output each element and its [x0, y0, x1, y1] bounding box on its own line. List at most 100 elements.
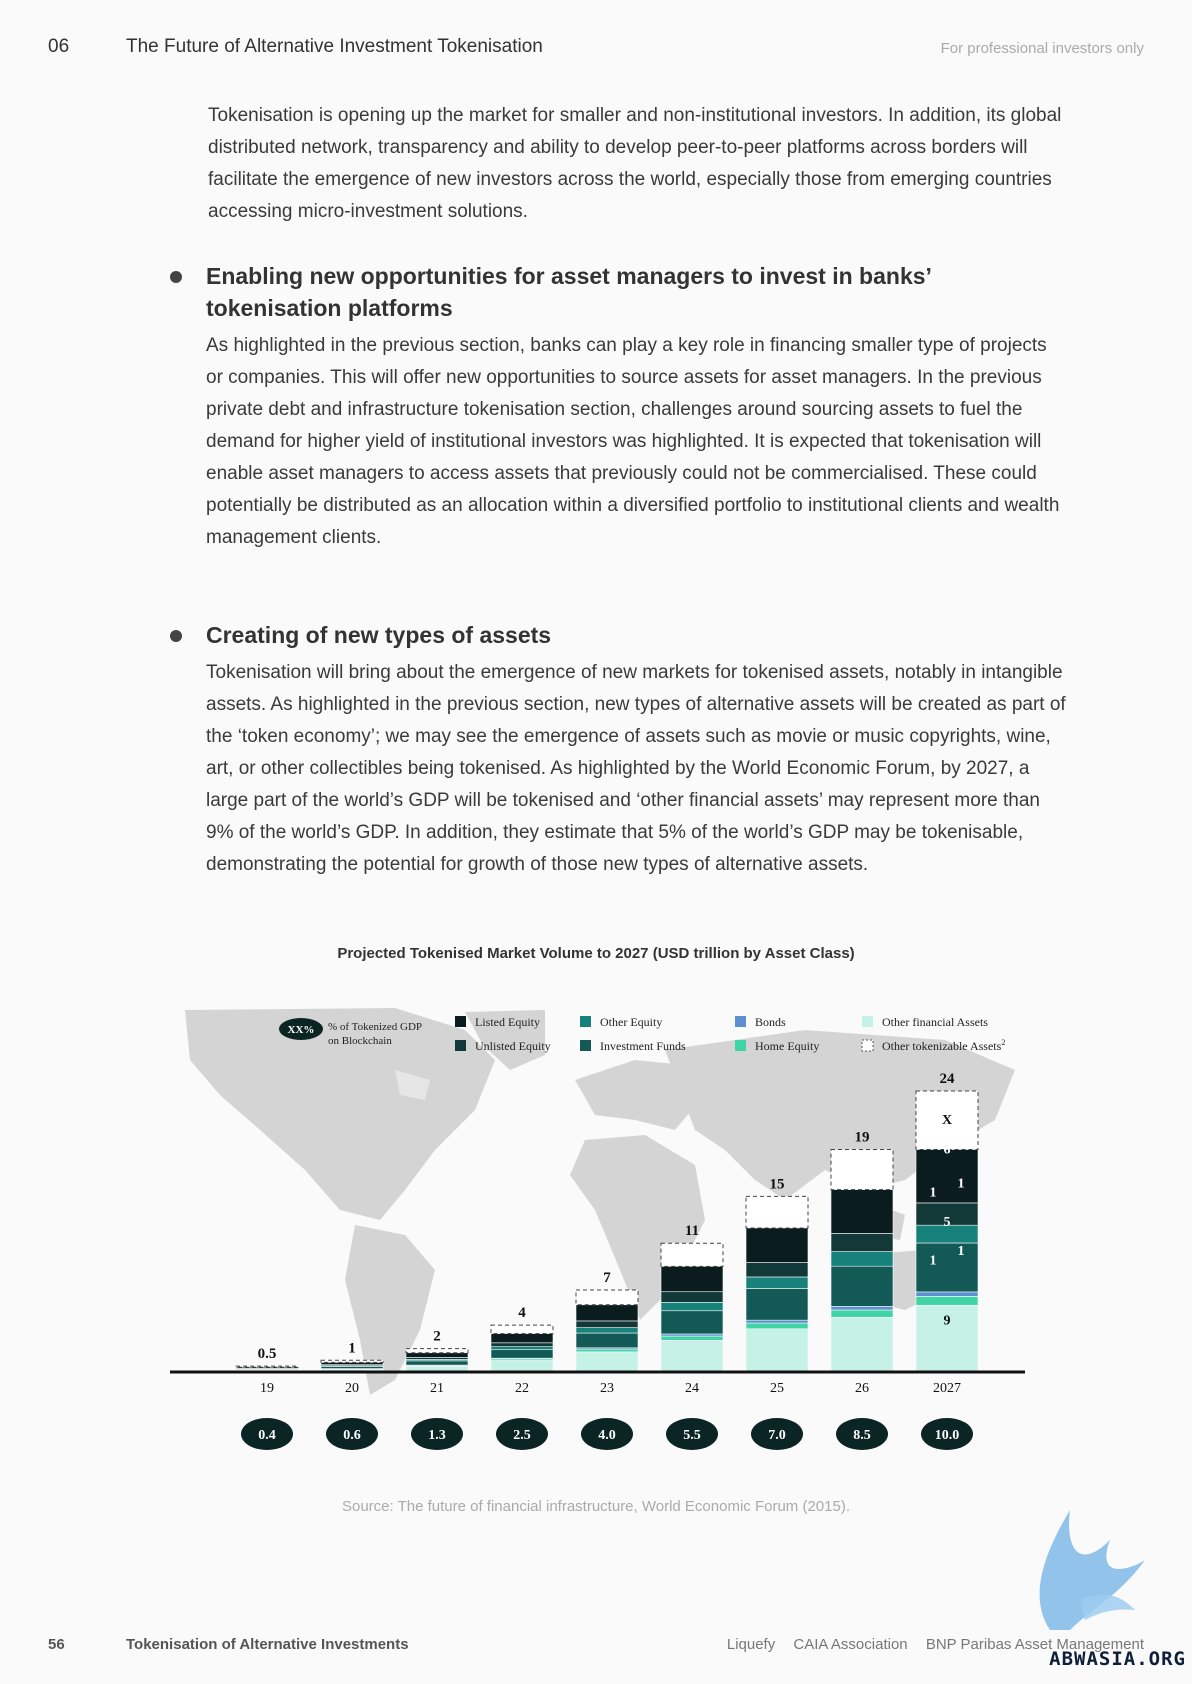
bar-segment [830, 1233, 894, 1252]
bar-segment [745, 1276, 809, 1289]
gdp-badge-value: 8.5 [853, 1428, 871, 1443]
watermark-bird-icon [1039, 1510, 1145, 1630]
legend-item: Other tokenizable Assets2 [861, 1038, 1005, 1053]
gdp-percent-badge: 10.0 [921, 1418, 973, 1450]
bullet-dot [170, 271, 182, 283]
x-tick-label: 2027 [933, 1381, 961, 1396]
bar-total-label: 2 [433, 1329, 441, 1345]
legend-label: Home Equity [755, 1039, 819, 1053]
badge-text: XX% [288, 1024, 315, 1036]
bar-segment [575, 1351, 639, 1373]
gdp-percent-badge: 0.6 [326, 1418, 378, 1450]
legend-swatch [580, 1040, 591, 1051]
gdp-badge-value: 10.0 [935, 1428, 960, 1443]
legend-item: Bonds [735, 1015, 786, 1029]
bar-segment [490, 1342, 554, 1347]
bar-segment [575, 1327, 639, 1334]
bar-26: 19 [830, 1130, 894, 1373]
gdp-badge-shape [921, 1418, 973, 1450]
bar-segment [745, 1322, 809, 1330]
gdp-percent-badge: 7.0 [751, 1418, 803, 1450]
bar-segment-tokenizable [745, 1195, 809, 1229]
bar-segment [830, 1309, 894, 1318]
legend-superscript: 2 [1001, 1038, 1005, 1047]
bar-segment [660, 1335, 724, 1341]
legend-item: Listed Equity [455, 1015, 540, 1029]
bar-total-label: 1 [348, 1340, 356, 1356]
bar-segment [660, 1291, 724, 1303]
watermark-text: ABWASIA.ORG [1049, 1648, 1186, 1670]
legend-swatch [455, 1016, 466, 1027]
gdp-badge-value: 0.6 [343, 1428, 361, 1443]
bar-22: 4 [490, 1305, 554, 1373]
bar-total-label: 4 [518, 1305, 526, 1321]
bar-segment-tokenizable [575, 1289, 639, 1306]
section-heading-1: Enabling new opportunities for asset man… [206, 263, 931, 321]
bar-segment-tokenizable [915, 1090, 979, 1151]
footer-partners: Liquefy CAIA Association BNP Paribas Ass… [713, 1636, 1144, 1653]
bar-total-label: 15 [770, 1176, 785, 1192]
badge-description-line1: % of Tokenized GDP [328, 1021, 422, 1033]
x-tick-label: 26 [855, 1381, 869, 1396]
gdp-badge-shape [581, 1418, 633, 1450]
bar-segment [915, 1149, 979, 1204]
section-body-1: As highlighted in the previous section, … [206, 335, 1060, 548]
x-tick-label: 23 [600, 1381, 614, 1396]
bar-segment [575, 1304, 639, 1322]
bar-segment [575, 1332, 639, 1349]
legend-item: Other financial Assets [862, 1015, 988, 1029]
page-number: 56 [48, 1636, 65, 1653]
legend-swatch [580, 1016, 591, 1027]
bullet-dot [170, 630, 182, 642]
bar-segment [830, 1316, 894, 1373]
bar-segment [575, 1348, 639, 1353]
legend-label: Unlisted Equity [475, 1039, 551, 1053]
legend-swatch [735, 1016, 746, 1027]
legend-label: Other Equity [600, 1015, 662, 1029]
partner-liquefy: Liquefy [726, 1636, 776, 1653]
x-tick-label: 19 [260, 1381, 274, 1396]
bar-24: 11 [660, 1223, 724, 1373]
gdp-badge-value: 1.3 [428, 1428, 446, 1443]
bar-total-label: 11 [685, 1223, 699, 1239]
chapter-number: 06 [48, 36, 70, 57]
badge-description-line2: on Blockchain [328, 1035, 392, 1047]
final-bar-segment-label: X [942, 1113, 952, 1128]
bar-segment [490, 1346, 554, 1351]
gdp-percent-badge: 0.4 [241, 1418, 293, 1450]
bar-segment [745, 1319, 809, 1324]
legend-item: Investment Funds [580, 1039, 686, 1053]
chart-source: Source: The future of financial infrastr… [341, 1498, 850, 1515]
bar-25: 15 [745, 1176, 809, 1373]
legend-swatch [861, 1039, 874, 1052]
bar-segment-tokenizable [405, 1348, 469, 1354]
bar-segment [915, 1291, 979, 1297]
gdp-badge-value: 4.0 [598, 1428, 616, 1443]
partner-caia: CAIA Association [793, 1636, 908, 1653]
bar-segment [915, 1296, 979, 1306]
bar-21: 2 [405, 1329, 469, 1373]
bar-segment-tokenizable [490, 1324, 554, 1335]
bar-segment-tokenizable [660, 1242, 724, 1267]
final-bar-segment-label: 1 [958, 1176, 965, 1191]
legend-badge: XX% % of Tokenized GDP on Blockchain [279, 1018, 422, 1047]
legend-swatch [455, 1040, 466, 1051]
gdp-percent-badge: 1.3 [411, 1418, 463, 1450]
chapter-title: The Future of Alternative Investment Tok… [126, 36, 543, 57]
legend-label: Bonds [755, 1015, 786, 1029]
bar-segment [660, 1310, 724, 1335]
footer-title: Tokenisation of Alternative Investments [126, 1636, 409, 1653]
x-tick-label: 25 [770, 1381, 784, 1396]
bar-2027: 24 [915, 1071, 979, 1373]
legend-item: Other Equity [580, 1015, 662, 1029]
bar-segment [745, 1227, 809, 1263]
gdp-percent-badge: 5.5 [666, 1418, 718, 1450]
final-bar-segment-label: 5 [944, 1215, 951, 1230]
bar-segment [490, 1360, 554, 1373]
bar-total-label: 0.5 [258, 1346, 277, 1362]
gdp-badge-shape [751, 1418, 803, 1450]
final-bar-segment-label: 9 [944, 1313, 951, 1328]
gdp-badge-shape [666, 1418, 718, 1450]
bar-segment [490, 1349, 554, 1359]
gdp-badge-value: 5.5 [683, 1428, 701, 1443]
